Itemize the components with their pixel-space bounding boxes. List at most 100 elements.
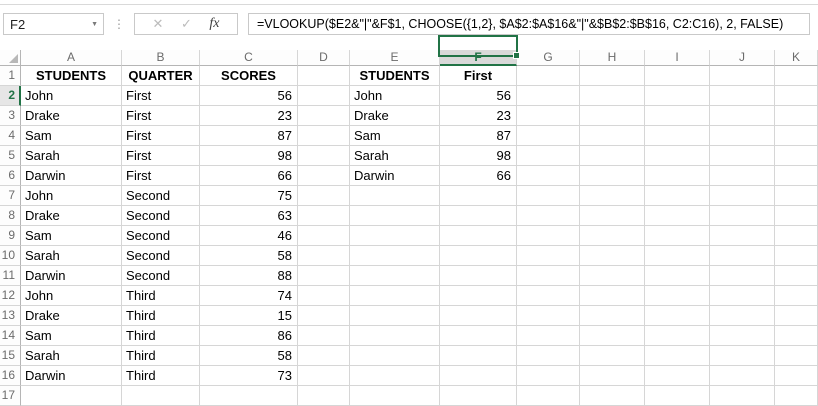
cell-B1[interactable]: QUARTER (122, 66, 200, 86)
cell-D8[interactable] (298, 206, 350, 226)
cell-K1[interactable] (775, 66, 818, 86)
cell-E5[interactable]: Sarah (350, 146, 440, 166)
cell-E13[interactable] (350, 306, 440, 326)
cell-A9[interactable]: Sam (21, 226, 122, 246)
cell-D12[interactable] (298, 286, 350, 306)
cell-H6[interactable] (580, 166, 645, 186)
cell-A15[interactable]: Sarah (21, 346, 122, 366)
cell-C2[interactable]: 56 (200, 86, 298, 106)
cell-I9[interactable] (645, 226, 710, 246)
cell-I6[interactable] (645, 166, 710, 186)
cell-F13[interactable] (440, 306, 517, 326)
row-header-14[interactable]: 14 (0, 326, 21, 346)
row-header-7[interactable]: 7 (0, 186, 21, 206)
cell-C11[interactable]: 88 (200, 266, 298, 286)
cell-I3[interactable] (645, 106, 710, 126)
cell-B7[interactable]: Second (122, 186, 200, 206)
cell-E14[interactable] (350, 326, 440, 346)
cell-B3[interactable]: First (122, 106, 200, 126)
cell-E2[interactable]: John (350, 86, 440, 106)
cell-I16[interactable] (645, 366, 710, 386)
cell-J5[interactable] (710, 146, 775, 166)
select-all-button[interactable] (0, 50, 21, 66)
formula-bar[interactable]: =VLOOKUP($E2&"|"&F$1, CHOOSE({1,2}, $A$2… (248, 13, 810, 35)
cell-G7[interactable] (517, 186, 580, 206)
cell-I1[interactable] (645, 66, 710, 86)
cell-F7[interactable] (440, 186, 517, 206)
cell-G2[interactable] (517, 86, 580, 106)
name-box-dropdown-icon[interactable]: ▼ (91, 20, 98, 28)
cell-K11[interactable] (775, 266, 818, 286)
cell-I13[interactable] (645, 306, 710, 326)
cell-E10[interactable] (350, 246, 440, 266)
row-header-15[interactable]: 15 (0, 346, 21, 366)
cell-G3[interactable] (517, 106, 580, 126)
cell-B8[interactable]: Second (122, 206, 200, 226)
cell-D7[interactable] (298, 186, 350, 206)
cell-G8[interactable] (517, 206, 580, 226)
cell-A13[interactable]: Drake (21, 306, 122, 326)
cell-J7[interactable] (710, 186, 775, 206)
cell-B4[interactable]: First (122, 126, 200, 146)
cell-H16[interactable] (580, 366, 645, 386)
cell-B14[interactable]: Third (122, 326, 200, 346)
cell-F16[interactable] (440, 366, 517, 386)
cell-D17[interactable] (298, 386, 350, 406)
cell-C13[interactable]: 15 (200, 306, 298, 326)
cell-I5[interactable] (645, 146, 710, 166)
cell-K12[interactable] (775, 286, 818, 306)
cell-C6[interactable]: 66 (200, 166, 298, 186)
cell-D4[interactable] (298, 126, 350, 146)
row-header-3[interactable]: 3 (0, 106, 21, 126)
cell-J10[interactable] (710, 246, 775, 266)
cell-E3[interactable]: Drake (350, 106, 440, 126)
column-header-D[interactable]: D (298, 50, 350, 66)
column-header-A[interactable]: A (21, 50, 122, 66)
cell-I14[interactable] (645, 326, 710, 346)
row-header-1[interactable]: 1 (0, 66, 21, 86)
cell-J6[interactable] (710, 166, 775, 186)
cell-H4[interactable] (580, 126, 645, 146)
cell-G11[interactable] (517, 266, 580, 286)
cell-G15[interactable] (517, 346, 580, 366)
cell-I4[interactable] (645, 126, 710, 146)
row-header-11[interactable]: 11 (0, 266, 21, 286)
cell-B9[interactable]: Second (122, 226, 200, 246)
cell-K13[interactable] (775, 306, 818, 326)
cell-A4[interactable]: Sam (21, 126, 122, 146)
cell-C8[interactable]: 63 (200, 206, 298, 226)
cell-H8[interactable] (580, 206, 645, 226)
cell-I10[interactable] (645, 246, 710, 266)
cell-F2[interactable]: 56 (440, 86, 517, 106)
cell-J4[interactable] (710, 126, 775, 146)
cell-I17[interactable] (645, 386, 710, 406)
cell-H2[interactable] (580, 86, 645, 106)
cell-E17[interactable] (350, 386, 440, 406)
cell-B13[interactable]: Third (122, 306, 200, 326)
cell-K7[interactable] (775, 186, 818, 206)
cell-A5[interactable]: Sarah (21, 146, 122, 166)
cell-H17[interactable] (580, 386, 645, 406)
row-header-2[interactable]: 2 (0, 86, 21, 106)
cell-K3[interactable] (775, 106, 818, 126)
cancel-icon[interactable]: ✕ (152, 16, 164, 31)
cell-E4[interactable]: Sam (350, 126, 440, 146)
cell-A3[interactable]: Drake (21, 106, 122, 126)
cell-H15[interactable] (580, 346, 645, 366)
cell-A8[interactable]: Drake (21, 206, 122, 226)
cell-B15[interactable]: Third (122, 346, 200, 366)
cell-E9[interactable] (350, 226, 440, 246)
cell-K16[interactable] (775, 366, 818, 386)
cell-K9[interactable] (775, 226, 818, 246)
cell-I2[interactable] (645, 86, 710, 106)
cell-F10[interactable] (440, 246, 517, 266)
enter-icon[interactable]: ✓ (180, 16, 192, 31)
cell-G16[interactable] (517, 366, 580, 386)
row-header-17[interactable]: 17 (0, 386, 21, 406)
cell-D5[interactable] (298, 146, 350, 166)
cell-A11[interactable]: Darwin (21, 266, 122, 286)
cell-A1[interactable]: STUDENTS (21, 66, 122, 86)
cell-K6[interactable] (775, 166, 818, 186)
cell-E1[interactable]: STUDENTS (350, 66, 440, 86)
cell-D1[interactable] (298, 66, 350, 86)
